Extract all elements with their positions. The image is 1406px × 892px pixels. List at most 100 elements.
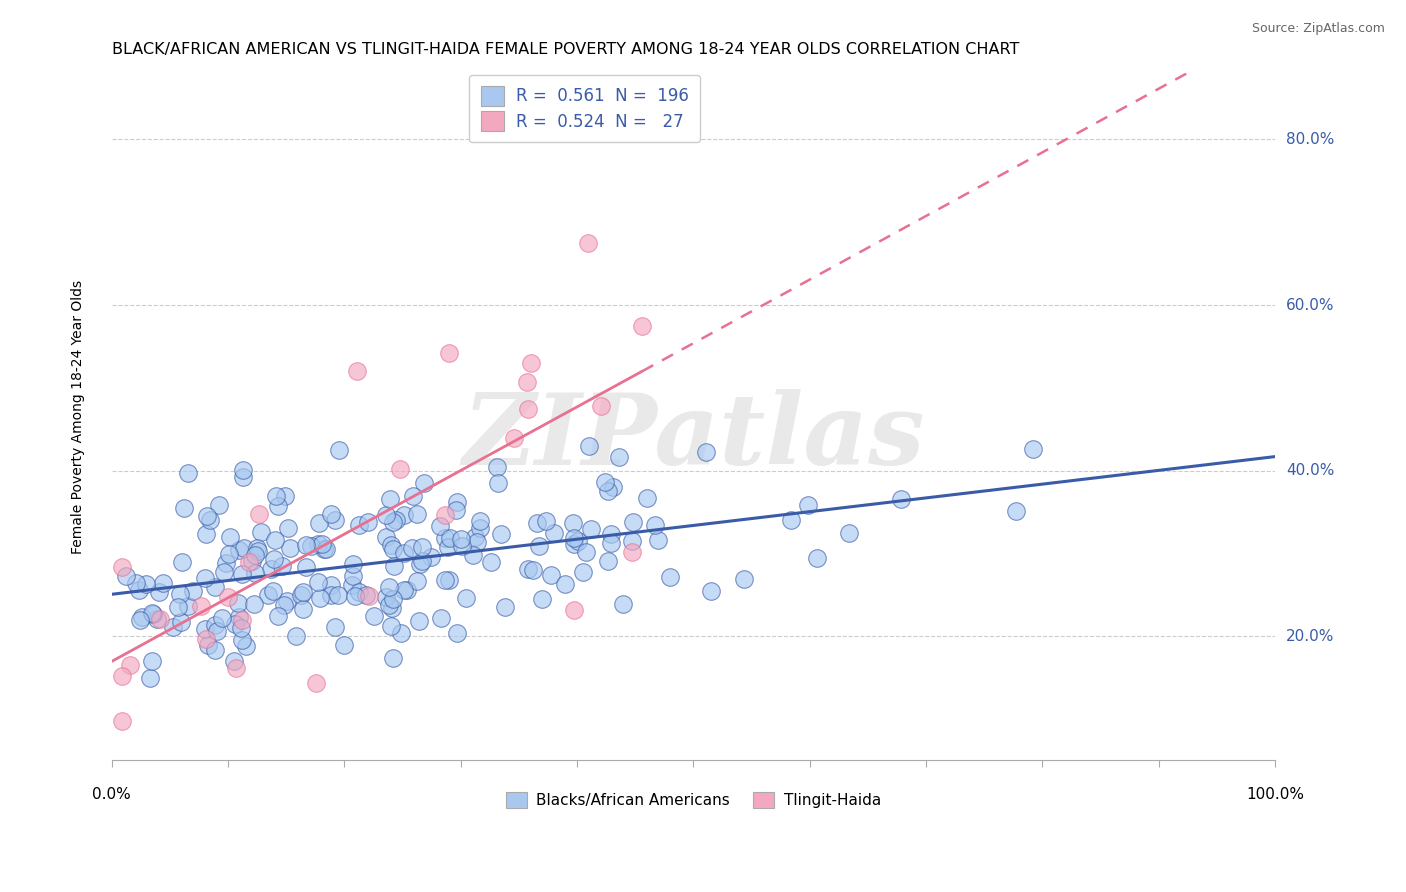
Point — [273, 599, 295, 613]
Point — [218, 547, 240, 561]
Point — [465, 535, 488, 549]
Point — [621, 544, 644, 558]
Point — [631, 319, 654, 334]
Point — [571, 565, 593, 579]
Point — [385, 513, 408, 527]
Text: 80.0%: 80.0% — [1286, 132, 1334, 147]
Point — [162, 619, 184, 633]
Point — [246, 544, 269, 558]
Point — [593, 475, 616, 489]
Point — [439, 531, 461, 545]
Point — [111, 714, 134, 728]
Point — [224, 616, 246, 631]
Point — [249, 524, 271, 539]
Point — [575, 545, 598, 559]
Point — [111, 669, 134, 683]
Point — [247, 507, 270, 521]
Point — [177, 466, 200, 480]
Point — [491, 527, 513, 541]
Point — [567, 533, 589, 548]
Point — [1005, 504, 1028, 518]
Point — [152, 575, 174, 590]
Point — [142, 607, 165, 621]
Point — [292, 602, 315, 616]
Point — [420, 550, 443, 565]
Point — [700, 584, 723, 599]
Point — [382, 558, 405, 573]
Point — [307, 537, 329, 551]
Point — [290, 588, 312, 602]
Point — [434, 508, 457, 523]
Point — [522, 563, 544, 577]
Point — [128, 582, 150, 597]
Point — [578, 439, 600, 453]
Point — [527, 539, 550, 553]
Point — [357, 515, 380, 529]
Point — [342, 558, 364, 572]
Point — [340, 578, 363, 592]
Point — [114, 568, 136, 582]
Point — [382, 592, 405, 607]
Point — [413, 476, 436, 491]
Point — [534, 514, 557, 528]
Point — [217, 591, 239, 605]
Point — [589, 400, 612, 414]
Point — [167, 599, 190, 614]
Point — [433, 573, 456, 587]
Point — [346, 364, 368, 378]
Point — [243, 566, 266, 580]
Point — [284, 629, 307, 643]
Point — [405, 507, 427, 521]
Point — [211, 611, 233, 625]
Point — [323, 513, 346, 527]
Text: Source: ZipAtlas.com: Source: ZipAtlas.com — [1251, 22, 1385, 36]
Point — [543, 526, 565, 541]
Point — [321, 507, 343, 521]
Point — [204, 580, 226, 594]
Point — [1022, 442, 1045, 456]
Point — [231, 567, 253, 582]
Point — [243, 598, 266, 612]
Point — [212, 565, 235, 579]
Point — [392, 583, 415, 598]
Point — [470, 514, 492, 528]
Point — [190, 599, 212, 613]
Point — [260, 562, 283, 576]
Point — [695, 445, 717, 459]
Point — [658, 570, 681, 584]
Text: 40.0%: 40.0% — [1286, 463, 1334, 478]
Point — [225, 661, 247, 675]
Point — [321, 578, 343, 592]
Point — [562, 603, 585, 617]
Point — [461, 548, 484, 562]
Point — [406, 574, 429, 588]
Point — [380, 619, 402, 633]
Point — [277, 521, 299, 535]
Point — [194, 571, 217, 585]
Point — [382, 650, 405, 665]
Point — [295, 560, 318, 574]
Point — [131, 609, 153, 624]
Text: 0.0%: 0.0% — [93, 788, 131, 802]
Point — [307, 575, 329, 590]
Point — [128, 613, 150, 627]
Point — [197, 638, 219, 652]
Point — [446, 503, 468, 517]
Point — [375, 590, 398, 604]
Point — [177, 599, 200, 614]
Point — [437, 541, 460, 555]
Point — [531, 592, 554, 607]
Point — [232, 470, 254, 484]
Point — [430, 611, 453, 625]
Point — [464, 530, 486, 544]
Point — [228, 543, 250, 558]
Point — [312, 542, 335, 557]
Point — [612, 598, 634, 612]
Point — [647, 533, 669, 547]
Point — [602, 480, 624, 494]
Point — [170, 615, 193, 629]
Point — [380, 538, 402, 552]
Point — [141, 606, 163, 620]
Point — [526, 516, 548, 530]
Legend: Blacks/African Americans, Tlingit-Haida: Blacks/African Americans, Tlingit-Haida — [499, 787, 887, 814]
